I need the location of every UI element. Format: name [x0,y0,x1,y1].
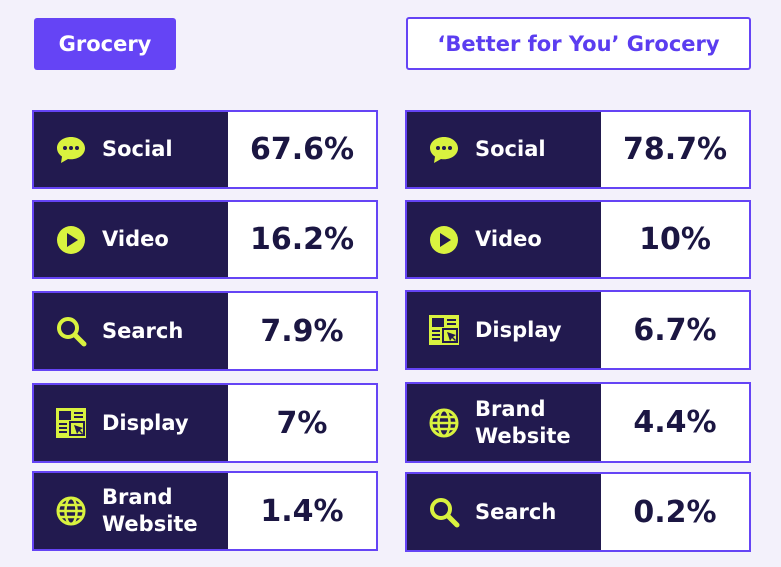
row-label-cell: Social [34,112,228,187]
row-brand-website: Brand Website 4.4% [405,382,751,463]
row-search: Search 7.9% [32,291,378,371]
row-label: Video [475,227,542,251]
row-label: Display [102,410,189,435]
globe-icon [54,494,88,528]
chat-bubble-icon [427,133,461,167]
row-label-cell: Display [407,292,601,368]
row-label-cell: Brand Website [34,473,228,549]
row-label: Social [475,137,546,161]
row-value: 6.7% [601,292,749,368]
row-label: Video [102,227,169,251]
row-value: 7.9% [228,293,376,369]
search-icon [427,495,461,529]
row-label-cell: Search [34,293,228,369]
row-value: 1.4% [228,473,376,549]
row-value: 78.7% [601,112,749,187]
row-label-cell: Video [407,202,601,277]
row-label-cell: Search [407,474,601,550]
row-social: Social 78.7% [405,110,751,189]
row-social: Social 67.6% [32,110,378,189]
play-icon [54,223,88,257]
better-for-you-grocery-tab[interactable]: ‘Better for You’ Grocery [406,17,751,70]
search-icon [54,314,88,348]
row-label-cell: Video [34,202,228,277]
row-label: Display [475,317,562,342]
row-label: Brand Website [475,396,571,448]
grocery-tab[interactable]: Grocery [34,18,176,70]
row-value: 16.2% [228,202,376,277]
row-search: Search 0.2% [405,472,751,552]
row-video: Video 10% [405,200,751,279]
row-label-cell: Social [407,112,601,187]
row-display: Display 7% [32,383,378,463]
row-label: Brand Website [102,485,198,536]
row-value: 0.2% [601,474,749,550]
display-ad-icon [427,313,461,347]
play-icon [427,223,461,257]
row-display: Display 6.7% [405,290,751,370]
row-label-cell: Brand Website [407,384,601,461]
globe-icon [427,406,461,440]
row-value: 4.4% [601,384,749,461]
row-label-cell: Display [34,385,228,461]
chat-bubble-icon [54,133,88,167]
row-label: Social [102,137,173,161]
row-brand-website: Brand Website 1.4% [32,471,378,551]
row-label: Search [475,499,557,524]
row-value: 7% [228,385,376,461]
display-ad-icon [54,406,88,440]
row-value: 10% [601,202,749,277]
row-video: Video 16.2% [32,200,378,279]
row-value: 67.6% [228,112,376,187]
row-label: Search [102,318,184,343]
